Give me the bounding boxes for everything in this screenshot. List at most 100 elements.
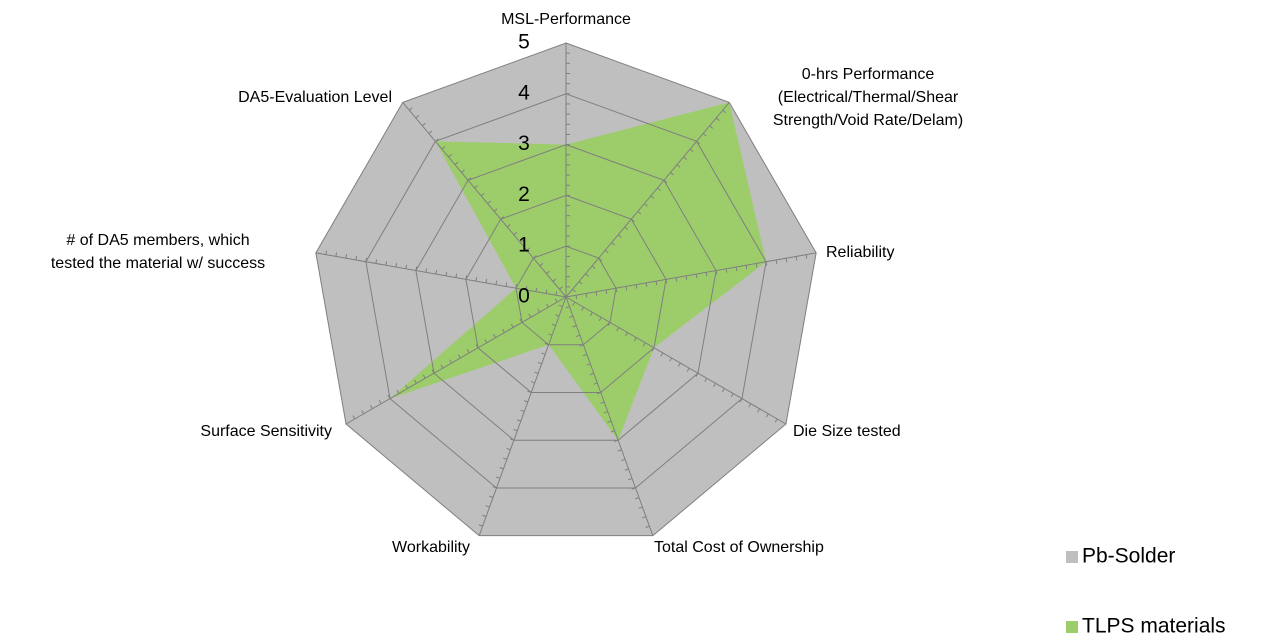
minor-tick: [637, 211, 642, 215]
grid-ring: [365, 93, 767, 489]
minor-tick: [633, 337, 637, 342]
minor-tick: [541, 352, 546, 355]
minor-tick: [448, 153, 452, 158]
minor-tick: [715, 270, 718, 275]
minor-tick: [785, 258, 788, 263]
minor-tick: [775, 259, 778, 264]
minor-tick: [686, 367, 690, 372]
minor-tick: [695, 372, 699, 377]
category-label: tested the material w/ success: [51, 255, 265, 272]
minor-tick: [625, 332, 629, 337]
r-tick-label: 0: [518, 285, 530, 308]
minor-tick: [595, 291, 598, 296]
minor-tick: [555, 291, 558, 296]
minor-tick: [755, 263, 758, 268]
minor-tick: [505, 282, 508, 287]
minor-tick: [454, 161, 459, 166]
r-tick-label: 3: [518, 132, 530, 155]
minor-tick: [499, 467, 504, 470]
minor-tick: [725, 268, 728, 273]
minor-tick: [585, 273, 589, 277]
minor-tick: [422, 374, 426, 379]
category-label: Workability: [392, 539, 470, 556]
minor-tick: [405, 264, 408, 269]
minor-tick: [677, 362, 681, 367]
minor-tick: [502, 457, 508, 460]
minor-tick: [604, 249, 609, 254]
minor-tick: [474, 185, 478, 189]
minor-tick: [385, 261, 388, 266]
minor-tick: [683, 156, 687, 160]
minor-tick: [475, 277, 478, 282]
minor-tick: [617, 234, 622, 238]
minor-tick: [345, 254, 348, 259]
minor-tick: [572, 325, 577, 328]
minor-tick: [545, 303, 549, 308]
minor-tick: [422, 122, 426, 127]
grid-ring: [315, 42, 817, 537]
minor-tick: [655, 281, 658, 286]
minor-tick: [722, 109, 727, 114]
minor-tick: [449, 359, 453, 364]
minor-tick: [735, 266, 738, 272]
minor-tick: [713, 383, 717, 388]
minor-tick: [395, 262, 398, 268]
minor-tick: [440, 364, 444, 369]
minor-tick: [435, 138, 439, 142]
minor-tick: [428, 130, 433, 134]
minor-tick: [492, 486, 497, 489]
minor-tick: [465, 275, 468, 280]
minor-tick: [485, 278, 488, 283]
grid-ring: [415, 144, 717, 441]
minor-tick: [624, 226, 629, 230]
minor-tick: [676, 164, 681, 168]
minor-tick: [589, 372, 594, 376]
minor-tick: [644, 203, 648, 207]
minor-tick: [387, 394, 391, 399]
category-label: MSL-Performance: [501, 11, 631, 28]
minor-tick: [525, 285, 528, 291]
spoke: [402, 102, 567, 298]
minor-tick: [435, 270, 438, 275]
legend-label: Pb-Solder: [1082, 545, 1175, 568]
minor-tick: [805, 254, 808, 259]
minor-tick: [645, 525, 650, 528]
minor-tick: [539, 262, 544, 267]
minor-tick: [596, 392, 601, 395]
minor-tick: [616, 327, 620, 332]
r-tick-label: 1: [518, 234, 530, 257]
minor-tick: [537, 361, 542, 365]
minor-tick: [598, 317, 602, 322]
category-label: (Electrical/Thermal/Shear: [778, 89, 959, 106]
minor-tick: [445, 271, 448, 276]
minor-tick: [515, 284, 518, 289]
minor-tick: [441, 146, 446, 150]
minor-tick: [675, 277, 678, 282]
minor-tick: [361, 410, 365, 415]
minor-tick: [631, 487, 636, 490]
minor-tick: [431, 369, 435, 374]
minor-tick: [730, 393, 734, 398]
minor-tick: [765, 413, 769, 418]
minor-tick: [586, 363, 591, 366]
minor-tick: [495, 280, 498, 285]
minor-tick: [572, 301, 576, 306]
minor-tick: [519, 239, 524, 243]
minor-tick: [657, 187, 661, 191]
minor-tick: [642, 342, 646, 347]
minor-tick: [352, 415, 356, 420]
minor-tick: [519, 318, 523, 323]
minor-tick: [624, 468, 629, 471]
minor-tick: [575, 334, 581, 338]
minor-tick: [478, 524, 483, 527]
minor-tick: [600, 401, 605, 404]
minor-tick: [575, 295, 578, 300]
minor-tick: [480, 192, 485, 197]
minor-tick: [610, 430, 615, 433]
minor-tick: [501, 328, 505, 333]
minor-tick: [496, 476, 501, 479]
minor-tick: [520, 409, 525, 413]
minor-tick: [413, 379, 417, 384]
minor-tick: [487, 200, 492, 204]
minor-tick: [617, 449, 622, 452]
